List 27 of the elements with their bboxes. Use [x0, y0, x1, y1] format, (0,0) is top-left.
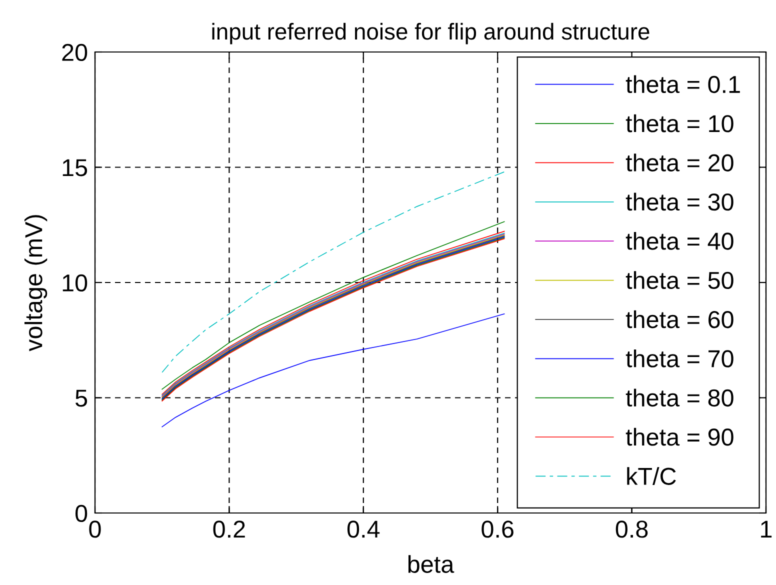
- y-tick-label: 20: [62, 44, 88, 62]
- y-axis-title: voltage (mV): [24, 215, 48, 352]
- line-series: [162, 313, 505, 428]
- y-tick-label: 5: [76, 390, 88, 407]
- x-tick-label: 0.8: [616, 520, 648, 538]
- line-series: [162, 171, 505, 373]
- legend-label: theta = 10: [626, 114, 734, 132]
- y-tick-label: 0: [75, 504, 88, 522]
- y-tick-label: 10: [62, 274, 88, 292]
- legend-label: theta = 20: [626, 154, 734, 172]
- legend-label: kT/C: [627, 467, 676, 485]
- x-tick-label: 0: [89, 520, 101, 538]
- legend-label: theta = 80: [626, 388, 734, 407]
- x-tick-label: 0.2: [213, 520, 245, 538]
- legend-label: theta = 0.1: [626, 75, 740, 94]
- legend-label: theta = 90: [626, 428, 734, 446]
- x-tick-label: 0.4: [347, 520, 380, 538]
- x-axis-title: beta: [408, 555, 454, 573]
- x-tick-label: 1: [761, 520, 772, 538]
- chart-title: input referred noise for flip around structure: [212, 22, 650, 44]
- legend-label: theta = 50: [626, 271, 734, 290]
- legend-label: theta = 40: [626, 232, 734, 250]
- legend-label: theta = 70: [626, 350, 734, 368]
- legend-label: theta = 30: [626, 192, 734, 211]
- y-tick-label: 15: [62, 159, 88, 176]
- x-tick-label: 0.6: [482, 520, 514, 538]
- legend-label: theta = 60: [626, 310, 734, 328]
